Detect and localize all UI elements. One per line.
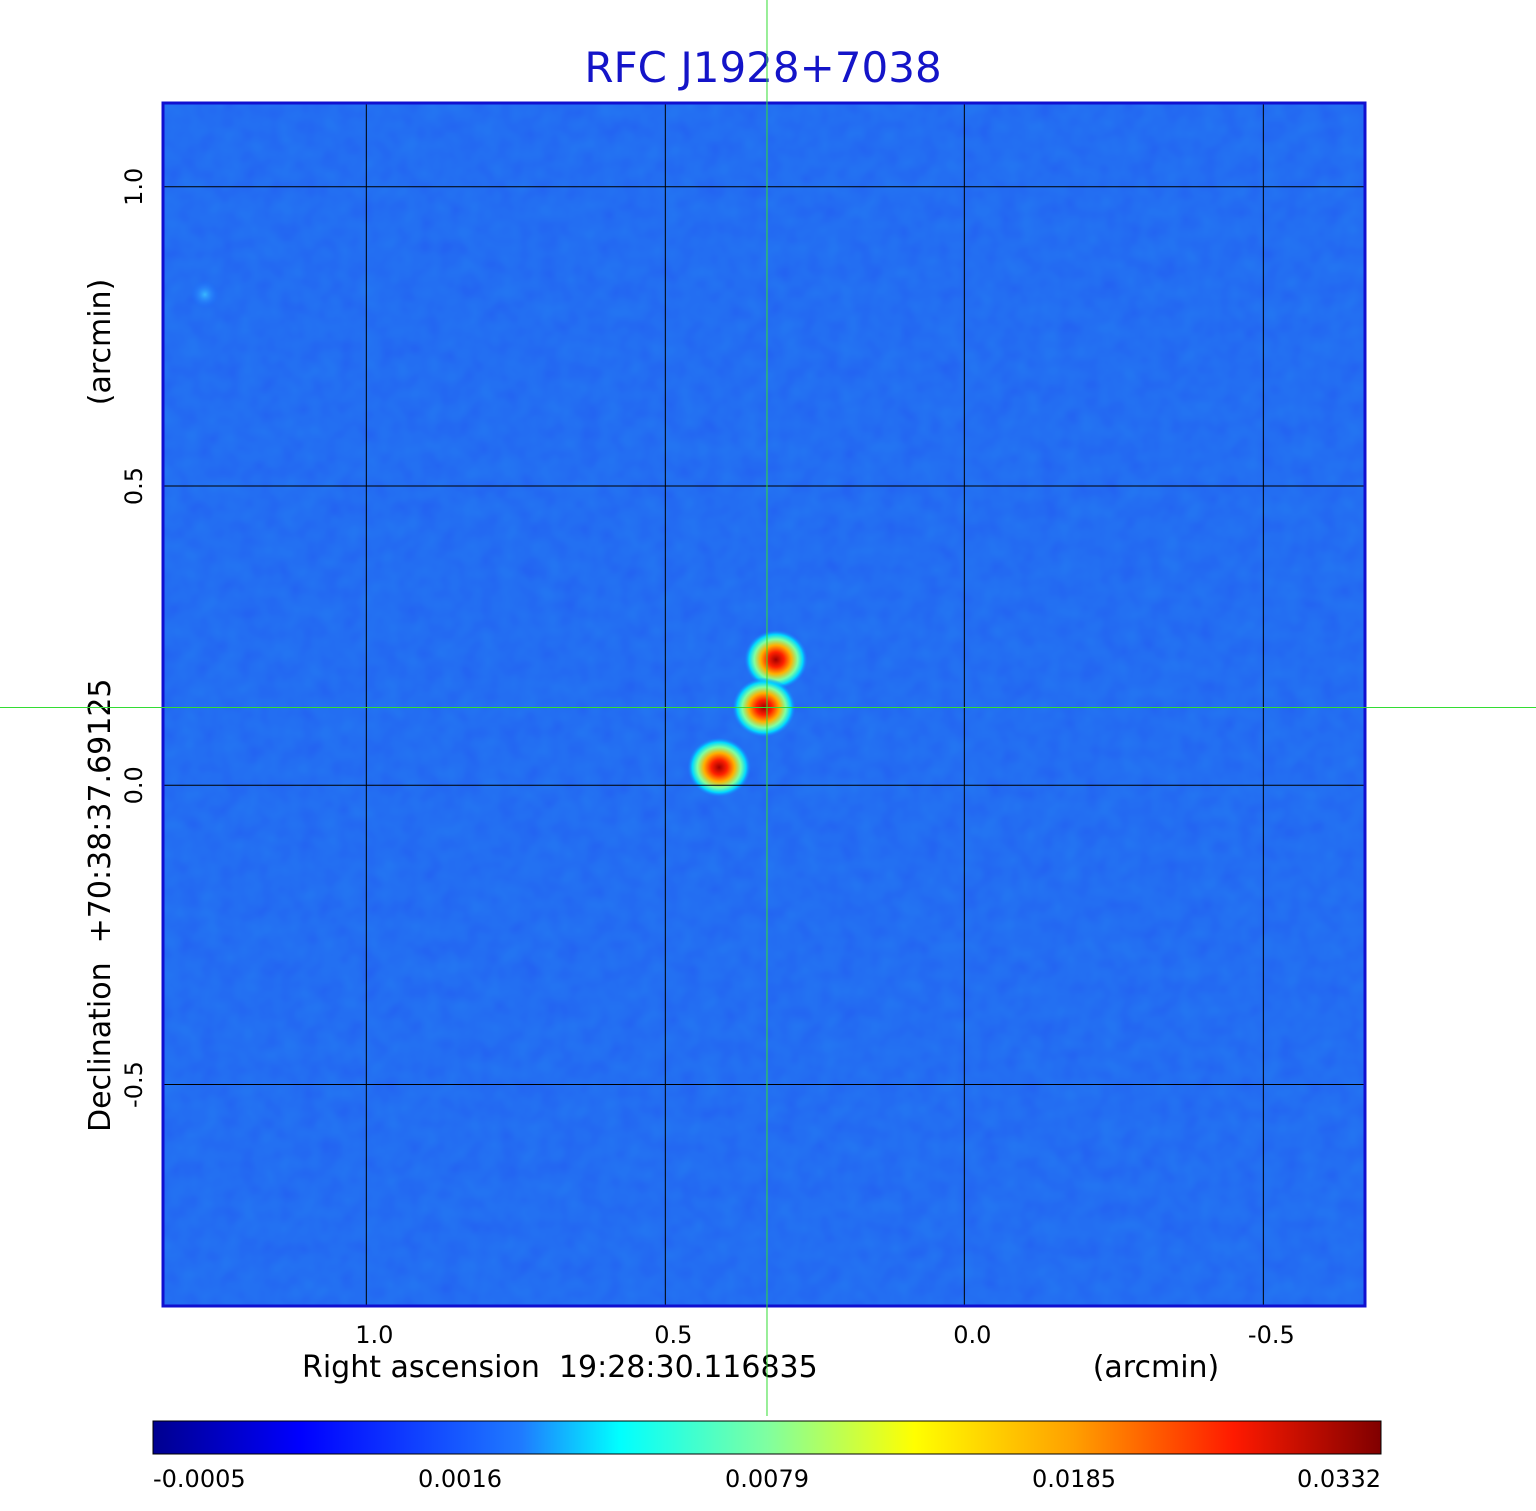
colorbar-tick-label: 0.0332 xyxy=(1297,1465,1381,1493)
crosshair xyxy=(0,0,1536,1416)
colorbar-tick-labels: -0.0005 0.0016 0.0079 0.0185 0.0332 xyxy=(153,1465,1381,1493)
source-1 xyxy=(743,629,808,690)
colorbar-tick-label: 0.0079 xyxy=(725,1465,809,1493)
x-tick-label: -0.5 xyxy=(1248,1321,1295,1349)
colorbar-tick-label: 0.0016 xyxy=(418,1465,502,1493)
y-axis-label: Declination +70:38:37.69125 xyxy=(83,678,118,1132)
colorbar-tick-label: 0.0185 xyxy=(1032,1465,1116,1493)
x-axis-label: Right ascension 19:28:30.116835 xyxy=(302,1350,818,1385)
y-tick-label: 0.5 xyxy=(120,467,148,505)
colorbar-gradient xyxy=(152,1420,1382,1455)
colorbar-tick-label: -0.0005 xyxy=(153,1465,246,1493)
colorbar: -0.0005 0.0016 0.0079 0.0185 0.0332 xyxy=(152,1420,1382,1493)
y-axis-unit: (arcmin) xyxy=(83,279,118,406)
y-tick-labels: 1.0 0.5 0.0 -0.5 xyxy=(120,168,148,1108)
image-frame xyxy=(161,101,1367,1308)
chart-title: RFC J1928+7038 xyxy=(584,43,941,92)
x-tick-label: 1.0 xyxy=(355,1321,393,1349)
sources-layer xyxy=(190,280,808,798)
y-tick-label: 0.0 xyxy=(120,766,148,804)
x-tick-labels: 1.0 0.5 0.0 -0.5 xyxy=(355,1321,1295,1349)
coordinate-grid xyxy=(163,103,1365,1306)
source-3 xyxy=(687,737,752,798)
x-tick-label: 0.5 xyxy=(654,1321,692,1349)
source-4 xyxy=(190,280,219,309)
y-tick-label: 1.0 xyxy=(120,168,148,206)
y-tick-label: -0.5 xyxy=(120,1061,148,1108)
x-tick-label: 0.0 xyxy=(953,1321,991,1349)
image-panel xyxy=(161,101,1367,1308)
x-axis-unit: (arcmin) xyxy=(1093,1350,1220,1385)
